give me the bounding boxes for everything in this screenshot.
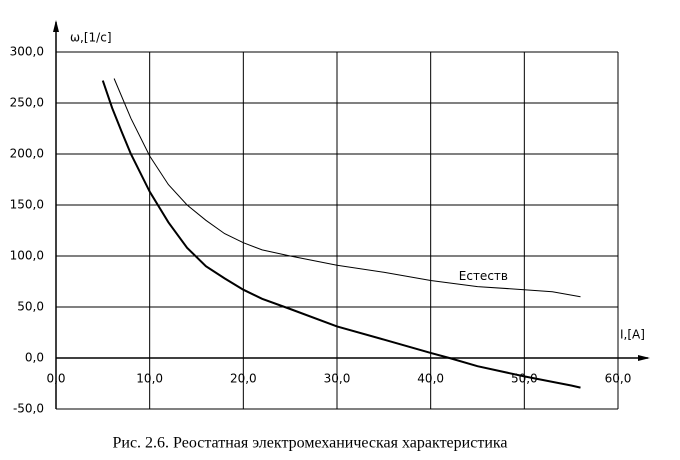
series-line [113,78,581,298]
y-tick-label: 0,0 [25,351,44,365]
y-tick-label: 150,0 [10,198,44,212]
y-tick-label: 200,0 [10,147,44,161]
y-tick-label: 250,0 [10,96,44,110]
y-tick-label: 50,0 [17,300,44,314]
y-axis-arrow [53,20,59,32]
series-label: Естеств [459,269,508,283]
x-axis-label: I,[A] [620,328,645,342]
caption: Рис. 2.6. Реостатная электромеханическая… [112,435,507,452]
series-line [101,80,581,389]
y-tick-label: 300,0 [10,45,44,59]
y-axis-label: ω,[1/c] [70,31,112,45]
y-tick-label: -50,0 [13,402,44,416]
x-axis-arrow [638,355,650,361]
y-tick-label: 100,0 [10,249,44,263]
